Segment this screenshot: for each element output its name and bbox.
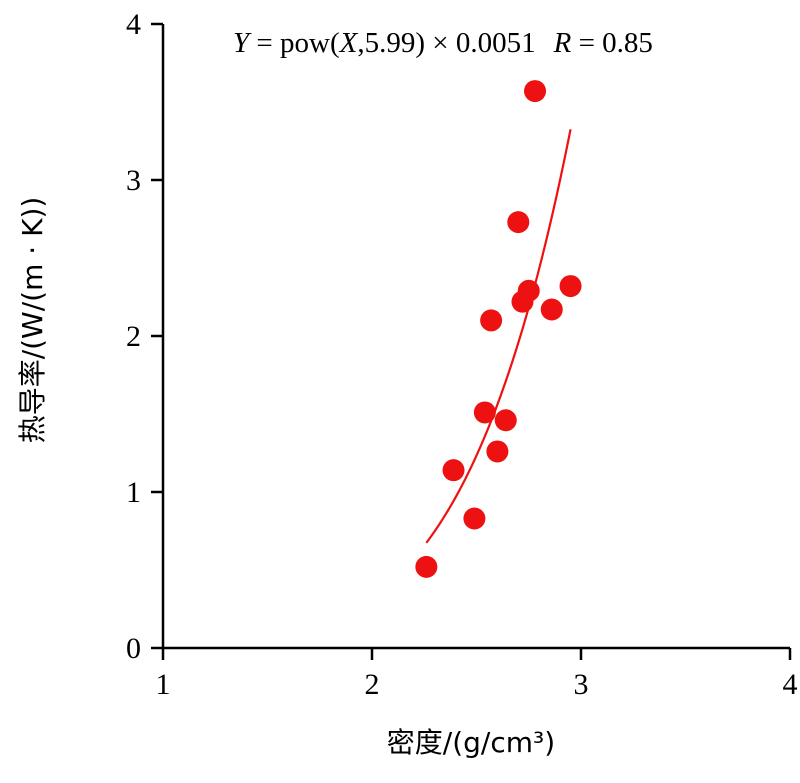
data-point-1 bbox=[442, 459, 465, 482]
y-axis-title: 热导率/(W/(m · K)) bbox=[16, 197, 49, 444]
data-point-6 bbox=[494, 409, 517, 432]
data-point-5 bbox=[486, 440, 509, 463]
x-tick-label-3: 4 bbox=[783, 668, 798, 701]
data-points bbox=[415, 80, 582, 578]
y-tick-label-1: 1 bbox=[126, 476, 141, 509]
data-point-7 bbox=[507, 211, 530, 234]
y-tick-label-3: 3 bbox=[126, 164, 141, 197]
equation-mid-2: ,5.99) × 0.0051 bbox=[357, 27, 535, 59]
y-tick-label-0: 0 bbox=[126, 632, 141, 665]
data-point-11 bbox=[540, 298, 563, 321]
data-point-3 bbox=[473, 401, 496, 424]
data-point-4 bbox=[480, 309, 503, 332]
x-axis-title: 密度/(g/cm³) bbox=[387, 726, 555, 759]
equation-x-var: X bbox=[339, 27, 359, 59]
y-tick-label-4: 4 bbox=[126, 8, 141, 41]
data-point-0 bbox=[415, 555, 438, 578]
y-tick-label-2: 2 bbox=[126, 320, 141, 353]
data-point-2 bbox=[463, 507, 486, 530]
equation-r-var: R bbox=[553, 27, 572, 59]
data-point-10 bbox=[524, 80, 547, 103]
fit-curve bbox=[425, 129, 572, 544]
equation-r-value: = 0.85 bbox=[571, 27, 653, 59]
data-point-12 bbox=[559, 275, 582, 298]
x-ticks: 1 2 3 4 bbox=[156, 648, 798, 701]
axes bbox=[161, 24, 790, 650]
fit-equation: Y = pow(X,5.99) × 0.0051 R = 0.85 bbox=[233, 27, 653, 59]
data-point-9 bbox=[517, 279, 540, 302]
x-tick-label-2: 3 bbox=[574, 668, 589, 701]
x-tick-label-1: 2 bbox=[365, 668, 380, 701]
x-tick-label-0: 1 bbox=[156, 668, 171, 701]
y-ticks: 0 1 2 3 4 bbox=[126, 8, 163, 665]
equation-y-var: Y bbox=[233, 27, 252, 59]
equation-mid-1: = pow( bbox=[249, 27, 339, 59]
